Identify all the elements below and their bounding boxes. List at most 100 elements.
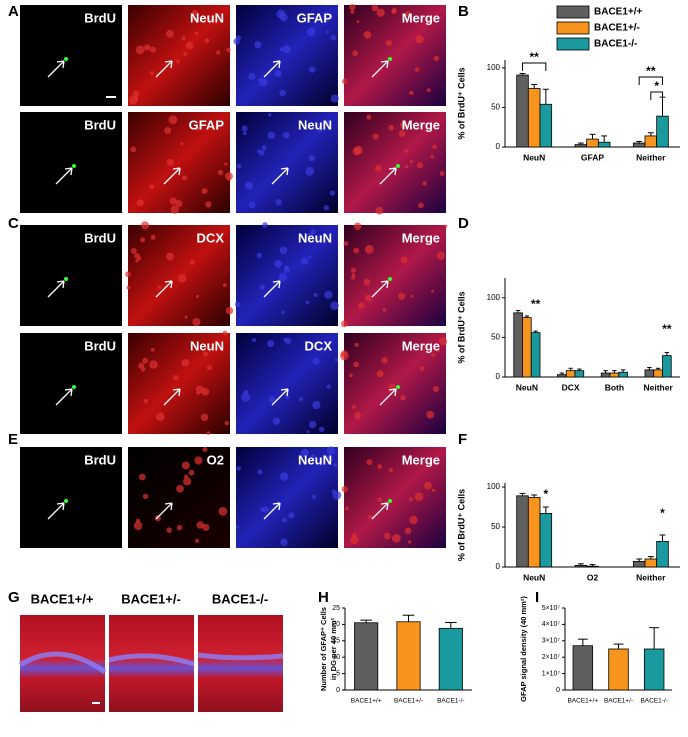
legend-swatch <box>556 37 590 51</box>
cell-spot <box>149 46 156 53</box>
cell-spot <box>333 463 338 467</box>
bar <box>527 496 541 568</box>
cell-spot <box>244 181 254 190</box>
cell-spot <box>376 8 385 17</box>
cell-spot <box>366 459 373 465</box>
bar <box>643 648 665 691</box>
cell-spot <box>285 394 290 399</box>
cell-spot <box>155 412 165 422</box>
arrow <box>47 280 65 298</box>
cell-spot <box>308 154 315 162</box>
channel-label: NeuN <box>190 10 224 25</box>
cell-spot <box>233 38 240 45</box>
cell-spot <box>248 72 256 81</box>
cell-spot <box>363 31 372 39</box>
cell-spot <box>204 37 210 44</box>
cell-spot <box>183 52 188 57</box>
cell-spot <box>217 169 224 176</box>
bar <box>565 370 576 378</box>
cell-spot <box>300 448 309 458</box>
cell-spot <box>140 367 146 372</box>
cell-spot <box>377 464 383 470</box>
cell-spot <box>241 125 248 132</box>
cell-spot <box>422 181 427 186</box>
cell-spot <box>282 131 290 139</box>
cell-spot <box>192 317 201 327</box>
cell-spot <box>224 421 229 426</box>
cell-spot <box>381 357 388 364</box>
cell-spot <box>203 351 209 357</box>
cell-spot <box>180 142 184 146</box>
cell-spot <box>365 294 372 302</box>
channel-label: NeuN <box>298 117 332 132</box>
cell-spot <box>435 347 440 352</box>
micrograph <box>344 225 446 326</box>
channel-label: NeuN <box>298 230 332 245</box>
cell-spot <box>125 271 131 278</box>
x-tick-label: BACE1-/- <box>640 698 667 705</box>
cell-spot <box>278 273 288 282</box>
cell-spot <box>430 154 434 159</box>
significance-label: * <box>660 506 665 520</box>
bar <box>539 103 553 148</box>
genotype-label: BACE1-/- <box>212 591 268 606</box>
cell-spot <box>305 167 315 176</box>
x-tick-label: BACE1+/- <box>604 698 633 705</box>
arrow <box>379 167 397 185</box>
channel-label: Merge <box>402 230 440 245</box>
cell-spot <box>189 260 195 265</box>
legend-label: BACE1+/+ <box>594 7 643 18</box>
cell-spot <box>150 347 155 352</box>
cell-spot <box>308 255 312 259</box>
cell-spot <box>242 131 247 136</box>
arrow <box>155 60 173 78</box>
cell-spot <box>325 30 329 34</box>
bar <box>662 355 672 378</box>
bar <box>644 369 655 378</box>
cell-spot <box>363 278 371 286</box>
channel-label: O2 <box>207 452 224 467</box>
cell-spot <box>176 524 183 531</box>
brdu-spot <box>388 499 392 503</box>
micrograph <box>344 447 446 548</box>
brdu-spot <box>72 385 76 389</box>
bar <box>644 558 658 568</box>
cell-spot <box>136 199 144 207</box>
cell-spot <box>279 472 289 481</box>
cell-spot <box>257 149 261 153</box>
cell-spot <box>284 473 288 477</box>
significance-label: ** <box>529 50 539 64</box>
cell-spot <box>259 78 268 87</box>
cell-spot <box>311 494 317 500</box>
y-axis-label: % of BrdU⁺ Cells <box>456 291 466 363</box>
y-tick-label: 5 <box>336 670 340 677</box>
cell-spot <box>142 493 149 500</box>
cell-spot <box>351 275 356 280</box>
y-tick-label: 50 <box>491 333 500 342</box>
cell-spot <box>350 535 359 545</box>
bar <box>586 565 599 568</box>
cell-spot <box>327 340 332 345</box>
genotype-label: BACE1+/- <box>121 591 181 606</box>
cell-spot <box>168 115 178 125</box>
panel-label: F <box>458 431 467 448</box>
cell-spot <box>350 9 355 14</box>
x-tick-label: NeuN <box>516 382 538 392</box>
channel-label: Merge <box>402 338 440 353</box>
micrograph <box>20 333 122 434</box>
cell-spot <box>350 267 356 273</box>
panel-label: I <box>535 589 539 606</box>
cell-spot <box>181 358 190 367</box>
cell-spot <box>132 90 140 98</box>
cell-spot <box>416 162 423 169</box>
x-tick-label: DCX <box>562 382 580 392</box>
cell-spot <box>400 256 408 264</box>
cell-spot <box>319 426 325 433</box>
cell-spot <box>398 130 406 138</box>
cell-spot <box>432 385 439 393</box>
cell-spot <box>222 283 227 288</box>
x-tick-label: O2 <box>587 572 599 582</box>
cell-spot <box>257 469 263 475</box>
cell-spot <box>181 175 188 181</box>
cell-spot <box>354 145 363 155</box>
